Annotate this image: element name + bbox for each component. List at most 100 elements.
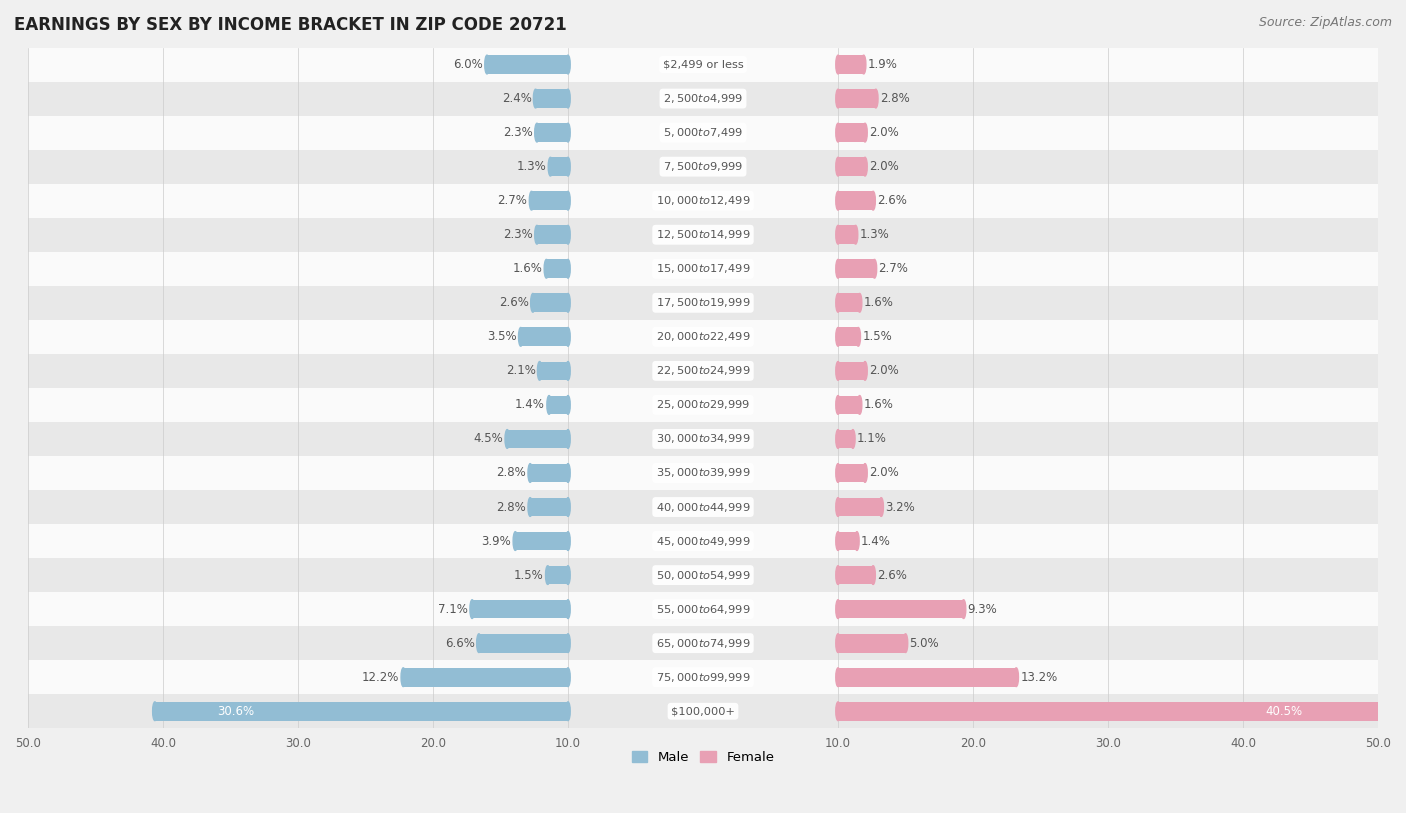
Text: 6.6%: 6.6% xyxy=(444,637,475,650)
Ellipse shape xyxy=(537,362,541,380)
Bar xyxy=(550,157,568,176)
Text: 1.4%: 1.4% xyxy=(860,535,891,547)
Ellipse shape xyxy=(835,225,841,244)
Ellipse shape xyxy=(565,328,571,346)
Ellipse shape xyxy=(530,293,536,312)
Ellipse shape xyxy=(863,124,868,142)
Ellipse shape xyxy=(565,89,571,108)
Text: 1.9%: 1.9% xyxy=(868,58,897,71)
Ellipse shape xyxy=(470,600,474,619)
Text: 2.6%: 2.6% xyxy=(877,568,907,581)
Bar xyxy=(838,532,856,550)
Bar xyxy=(537,124,568,142)
Bar xyxy=(536,89,568,108)
Bar xyxy=(548,566,568,585)
Ellipse shape xyxy=(529,191,534,210)
Bar xyxy=(838,259,875,278)
Text: 1.3%: 1.3% xyxy=(516,160,547,173)
Text: $17,500 to $19,999: $17,500 to $19,999 xyxy=(655,296,751,309)
Bar xyxy=(540,362,568,380)
Bar xyxy=(537,225,568,244)
Text: 1.6%: 1.6% xyxy=(863,398,894,411)
Bar xyxy=(28,490,1378,524)
Text: 2.8%: 2.8% xyxy=(880,92,910,105)
Ellipse shape xyxy=(529,463,533,482)
Text: $50,000 to $54,999: $50,000 to $54,999 xyxy=(655,568,751,581)
Text: $45,000 to $49,999: $45,000 to $49,999 xyxy=(655,535,751,547)
Bar xyxy=(530,463,568,482)
Ellipse shape xyxy=(863,157,868,176)
Text: 1.6%: 1.6% xyxy=(512,263,543,276)
Text: Source: ZipAtlas.com: Source: ZipAtlas.com xyxy=(1258,16,1392,29)
Ellipse shape xyxy=(565,259,571,278)
Text: $35,000 to $39,999: $35,000 to $39,999 xyxy=(655,467,751,480)
Ellipse shape xyxy=(862,55,866,74)
Bar xyxy=(28,694,1378,728)
Bar xyxy=(28,660,1378,694)
Text: 9.3%: 9.3% xyxy=(967,602,997,615)
Bar xyxy=(838,667,1017,686)
Ellipse shape xyxy=(853,225,858,244)
Ellipse shape xyxy=(879,498,883,516)
Text: $20,000 to $22,499: $20,000 to $22,499 xyxy=(655,330,751,343)
Ellipse shape xyxy=(856,328,860,346)
Text: $40,000 to $44,999: $40,000 to $44,999 xyxy=(655,501,751,514)
Bar xyxy=(838,702,1385,720)
Text: $7,500 to $9,999: $7,500 to $9,999 xyxy=(664,160,742,173)
Text: $30,000 to $34,999: $30,000 to $34,999 xyxy=(655,433,751,446)
Ellipse shape xyxy=(835,498,841,516)
Bar xyxy=(28,354,1378,388)
Bar xyxy=(838,89,876,108)
Ellipse shape xyxy=(565,498,571,516)
Ellipse shape xyxy=(565,293,571,312)
Text: $2,500 to $4,999: $2,500 to $4,999 xyxy=(664,92,742,105)
Bar xyxy=(838,634,905,653)
Text: $10,000 to $12,499: $10,000 to $12,499 xyxy=(655,194,751,207)
Text: 2.6%: 2.6% xyxy=(499,296,529,309)
Bar xyxy=(838,600,963,619)
Ellipse shape xyxy=(565,667,571,686)
Ellipse shape xyxy=(903,634,908,653)
Text: 2.1%: 2.1% xyxy=(506,364,536,377)
Bar xyxy=(838,293,859,312)
Bar xyxy=(28,592,1378,626)
Ellipse shape xyxy=(835,157,841,176)
Ellipse shape xyxy=(401,667,405,686)
Ellipse shape xyxy=(533,89,538,108)
Ellipse shape xyxy=(565,55,571,74)
Ellipse shape xyxy=(565,566,571,585)
Ellipse shape xyxy=(870,191,876,210)
Text: 1.5%: 1.5% xyxy=(515,568,544,581)
Bar xyxy=(838,566,873,585)
Text: 2.0%: 2.0% xyxy=(869,160,898,173)
Text: 3.5%: 3.5% xyxy=(486,330,516,343)
Ellipse shape xyxy=(544,259,548,278)
Ellipse shape xyxy=(534,124,538,142)
Text: 3.2%: 3.2% xyxy=(886,501,915,514)
Bar xyxy=(472,600,568,619)
Bar xyxy=(479,634,568,653)
Ellipse shape xyxy=(565,532,571,550)
Ellipse shape xyxy=(565,362,571,380)
Text: 7.1%: 7.1% xyxy=(439,602,468,615)
Ellipse shape xyxy=(565,124,571,142)
Ellipse shape xyxy=(565,225,571,244)
Ellipse shape xyxy=(519,328,523,346)
Ellipse shape xyxy=(153,702,157,720)
Text: 2.0%: 2.0% xyxy=(869,467,898,480)
Ellipse shape xyxy=(855,532,859,550)
Text: 2.3%: 2.3% xyxy=(503,228,533,241)
Legend: Male, Female: Male, Female xyxy=(626,746,780,769)
Bar xyxy=(28,422,1378,456)
Bar xyxy=(531,191,568,210)
Bar xyxy=(530,498,568,516)
Bar xyxy=(28,558,1378,592)
Text: $22,500 to $24,999: $22,500 to $24,999 xyxy=(655,364,751,377)
Bar xyxy=(838,463,865,482)
Ellipse shape xyxy=(565,157,571,176)
Bar xyxy=(508,429,568,448)
Bar xyxy=(28,252,1378,286)
Ellipse shape xyxy=(835,600,841,619)
Bar xyxy=(838,396,859,415)
Text: 5.0%: 5.0% xyxy=(910,637,939,650)
